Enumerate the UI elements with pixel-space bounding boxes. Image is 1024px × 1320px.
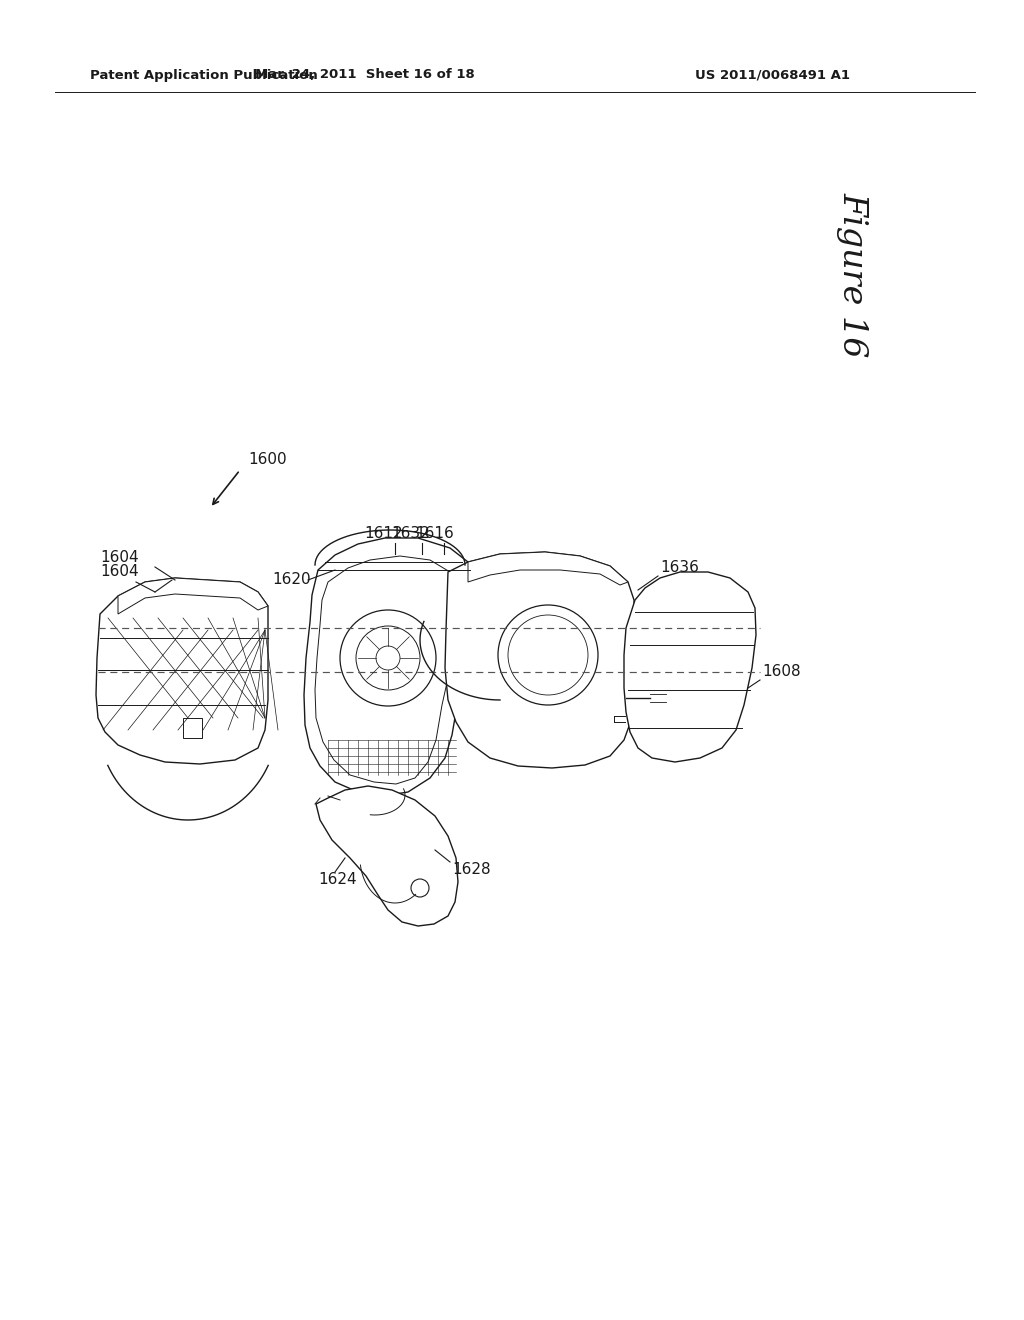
Text: 1636: 1636 bbox=[660, 561, 698, 576]
Text: Mar. 24, 2011  Sheet 16 of 18: Mar. 24, 2011 Sheet 16 of 18 bbox=[255, 69, 475, 82]
Text: 1600: 1600 bbox=[248, 453, 287, 467]
Text: 1628: 1628 bbox=[452, 862, 490, 878]
Text: Patent Application Publication: Patent Application Publication bbox=[90, 69, 317, 82]
Text: US 2011/0068491 A1: US 2011/0068491 A1 bbox=[695, 69, 850, 82]
Text: 1624: 1624 bbox=[318, 873, 356, 887]
Polygon shape bbox=[624, 572, 756, 762]
Text: 1612: 1612 bbox=[365, 525, 403, 541]
Text: 1616: 1616 bbox=[416, 525, 455, 541]
Polygon shape bbox=[183, 718, 202, 738]
Polygon shape bbox=[118, 578, 268, 614]
Polygon shape bbox=[316, 785, 458, 927]
Text: Figure 16: Figure 16 bbox=[836, 193, 868, 358]
Polygon shape bbox=[445, 552, 635, 768]
Text: 1604: 1604 bbox=[100, 550, 138, 565]
Polygon shape bbox=[304, 539, 476, 796]
Polygon shape bbox=[468, 552, 628, 585]
Text: 1608: 1608 bbox=[762, 664, 801, 680]
Text: 1620: 1620 bbox=[272, 573, 310, 587]
Polygon shape bbox=[315, 556, 460, 784]
Text: 1632: 1632 bbox=[391, 525, 430, 541]
Text: 1604: 1604 bbox=[100, 565, 138, 579]
Polygon shape bbox=[96, 578, 268, 764]
